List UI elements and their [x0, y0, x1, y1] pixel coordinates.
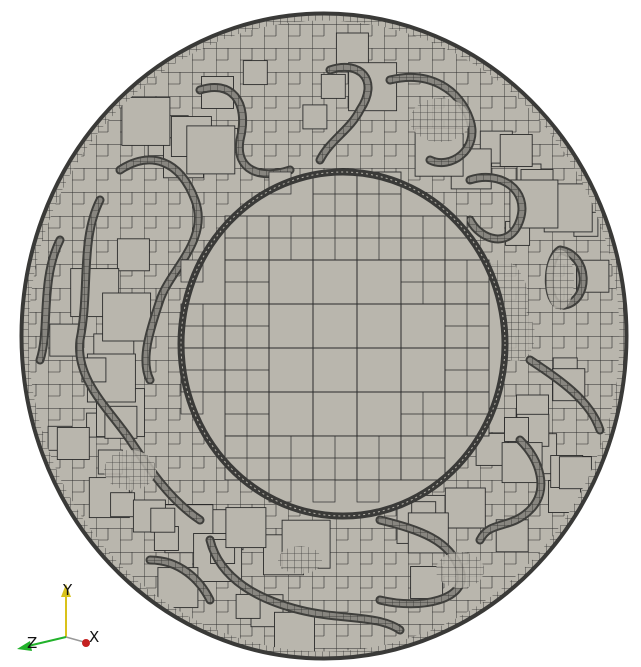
refinement-band-cells [117, 157, 201, 383]
central-subcell [225, 216, 269, 260]
central-subcell [445, 348, 489, 392]
coarse-cell [444, 487, 486, 529]
coarse-cell [320, 73, 346, 99]
central-subcell [445, 260, 489, 304]
central-cell [356, 259, 402, 305]
refinement-band-cells [207, 537, 403, 633]
central-subcell [225, 392, 269, 436]
fine-region [546, 250, 574, 310]
fine-region [278, 546, 322, 574]
central-subcell [401, 436, 445, 480]
central-cell [268, 391, 314, 437]
coarse-cell [102, 292, 152, 342]
central-subcell [181, 348, 225, 392]
central-subcell [225, 260, 269, 304]
central-cell [268, 303, 314, 349]
central-cell [312, 303, 358, 349]
central-subcell [225, 436, 269, 480]
coarse-cell [150, 507, 176, 533]
refinement-band-cells [527, 357, 603, 433]
coarse-cell [274, 611, 315, 653]
central-cell [268, 347, 314, 393]
coarse-cell [410, 566, 444, 599]
coarse-cell [225, 507, 267, 549]
central-edge-cell [356, 479, 380, 503]
refinement-band-cells [147, 557, 213, 603]
x-axis-point [82, 639, 90, 647]
disc-rim [19, 11, 629, 661]
coarse-cell [121, 96, 171, 146]
refinement-band-cells [317, 64, 371, 163]
central-cell [312, 391, 358, 437]
central-cell [400, 347, 446, 393]
central-subcell [445, 392, 489, 436]
fine-region [104, 450, 156, 490]
central-subcell [313, 216, 357, 260]
coarse-cells [47, 32, 610, 653]
central-cell [312, 259, 358, 305]
coarse-cell [186, 125, 236, 175]
z-axis-arrow [17, 641, 32, 651]
z-axis-label: Z [27, 634, 37, 652]
central-edge-cell [312, 479, 336, 503]
central-subcell [313, 172, 357, 216]
z-axis-line [27, 636, 67, 647]
orientation-axes: Y Z X [17, 581, 99, 652]
central-cell [400, 303, 446, 349]
central-subcell [269, 216, 313, 260]
central-subcell [225, 348, 269, 392]
x-axis-line [65, 636, 85, 643]
coarse-cell [501, 442, 543, 484]
coarse-cell [56, 427, 90, 460]
y-axis-arrow [61, 584, 71, 597]
central-cell [312, 347, 358, 393]
coarse-cell [242, 60, 268, 86]
x-axis-label: X [89, 628, 99, 646]
central-subcell [401, 392, 445, 436]
central-cell [356, 347, 402, 393]
central-region [177, 168, 509, 520]
central-subcell [357, 436, 401, 480]
refinement-band-cells [77, 197, 203, 523]
central-subcell [269, 436, 313, 480]
central-subcell [401, 260, 445, 304]
refinement-band-cells [37, 237, 63, 363]
central-subcell [181, 304, 225, 348]
fine-region [436, 552, 484, 588]
refinement-band-cells [197, 84, 293, 177]
central-cell [268, 259, 314, 305]
coarse-cell [335, 32, 369, 66]
central-subcell [313, 436, 357, 480]
central-cell [356, 303, 402, 349]
coarse-cell [116, 238, 150, 272]
refinement-band-cells [467, 174, 525, 242]
refinement-band-cells [477, 437, 544, 543]
central-cell [356, 391, 402, 437]
coarse-cell [302, 104, 328, 130]
central-subcell [401, 216, 445, 260]
central-subcell [445, 304, 489, 348]
central-subcell [225, 304, 269, 348]
central-boundary-cells [180, 171, 506, 517]
y-axis-label: Y [62, 581, 73, 599]
central-subcell [357, 216, 401, 260]
coarse-cell [110, 492, 136, 518]
disc-rim-cells [23, 15, 625, 657]
coarse-cell [499, 134, 533, 167]
fine-region [410, 98, 470, 142]
